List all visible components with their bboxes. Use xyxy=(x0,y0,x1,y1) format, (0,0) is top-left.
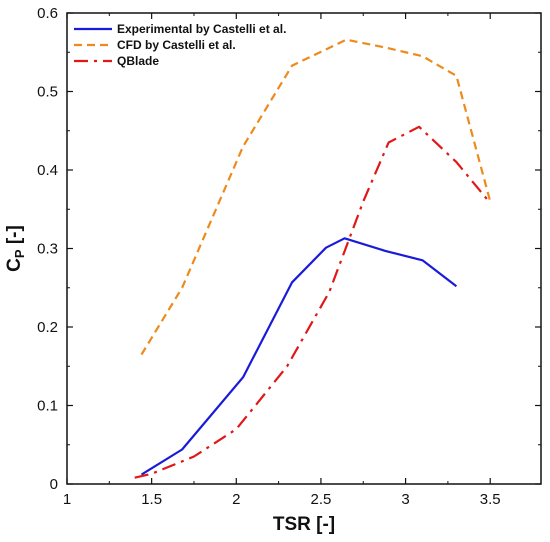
y-axis-title-main: C xyxy=(4,258,25,272)
y-tick-label: 0.1 xyxy=(37,398,58,415)
x-axis-title: TSR [-] xyxy=(273,514,335,535)
y-tick-label: 0.3 xyxy=(37,241,58,258)
x-tick-label: 2.5 xyxy=(310,491,331,508)
legend-label-cfd: CFD by Castelli et al. xyxy=(117,38,236,52)
legend: Experimental by Castelli et al. CFD by C… xyxy=(74,22,286,68)
y-axis-title-unit: [-] xyxy=(4,225,25,249)
y-tick-label: 0.2 xyxy=(37,319,58,336)
x-tick-label: 1.5 xyxy=(141,491,162,508)
plot-frame xyxy=(66,12,542,485)
x-tick-label: 2 xyxy=(232,491,240,508)
legend-label-experimental: Experimental by Castelli et al. xyxy=(117,22,286,36)
y-tick-label: 0.5 xyxy=(37,84,58,101)
x-axis: 1 1.5 2 2.5 3 3.5 xyxy=(63,13,501,508)
series-line-1 xyxy=(140,38,492,356)
y-axis-title-sub: P xyxy=(12,249,27,258)
series-line-0 xyxy=(140,237,458,476)
y-tick-label: 0.6 xyxy=(37,5,58,22)
legend-label-qblade: QBlade xyxy=(117,54,159,68)
y-axis-title: CP [-] xyxy=(4,225,27,272)
series-line-2 xyxy=(134,125,492,479)
series-layer xyxy=(134,38,492,479)
y-axis: 0 0.1 0.2 0.3 0.4 0.5 0.6 xyxy=(37,5,541,493)
x-tick-label: 3 xyxy=(401,491,409,508)
x-tick-label: 1 xyxy=(63,491,71,508)
y-tick-label: 0.4 xyxy=(37,162,58,179)
y-tick-label: 0 xyxy=(50,476,58,493)
x-tick-label: 3.5 xyxy=(480,491,501,508)
